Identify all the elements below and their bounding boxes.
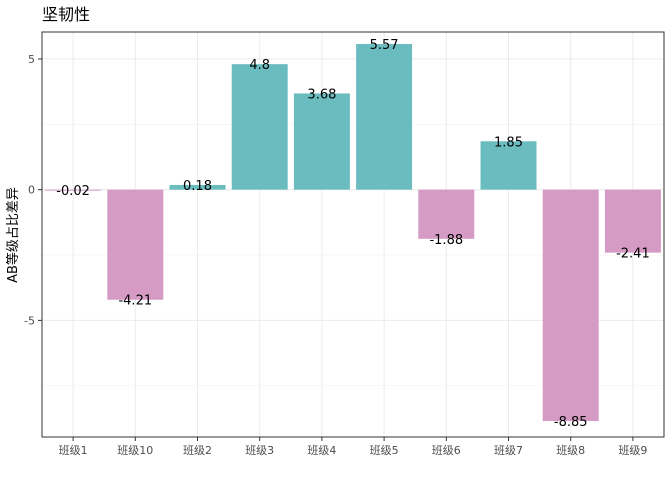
x-tick-label: 班级5 — [370, 444, 399, 457]
data-label: 3.68 — [307, 87, 336, 102]
data-label: 4.8 — [249, 58, 270, 73]
x-tick-label: 班级8 — [556, 444, 585, 457]
data-label: -8.85 — [554, 415, 588, 430]
y-tick-label: 0 — [28, 184, 35, 197]
data-label: -4.21 — [118, 294, 152, 309]
data-labels: -0.02 -4.21 0.18 4.8 3.68 5.57 -1.88 1.85 -8.85 -… — [56, 38, 649, 430]
bar-班级9 — [604, 189, 661, 253]
bar-班级6 — [418, 189, 475, 239]
x-tick-label: 班级10 — [117, 444, 153, 457]
x-tick-label: 班级1 — [59, 444, 88, 457]
data-label: -0.02 — [56, 184, 90, 199]
data-label: 0.18 — [183, 179, 212, 194]
bars — [45, 44, 661, 422]
plot-panel — [41, 31, 665, 438]
data-label: -2.41 — [616, 247, 650, 262]
x-tick-label: 班级6 — [432, 444, 461, 457]
y-tick-label: -5 — [24, 314, 35, 327]
data-label: -1.88 — [429, 233, 463, 248]
data-label: 5.57 — [370, 38, 399, 53]
y-axis: -5 0 5 — [24, 53, 42, 327]
bar-班级5 — [356, 44, 413, 190]
x-axis: 班级1 班级10 班级2 班级3 班级4 班级5 班级6 班级7 班级8 班级9 — [59, 437, 647, 457]
y-axis-title: AB等级占比差异 — [5, 187, 21, 283]
bar-班级3 — [231, 64, 288, 190]
bar-班级4 — [293, 93, 350, 190]
bar-班级7 — [480, 141, 537, 190]
bar-班级2 — [169, 184, 226, 190]
x-tick-label: 班级2 — [183, 444, 212, 457]
x-tick-label: 班级7 — [494, 444, 523, 457]
data-label: 1.85 — [494, 135, 523, 150]
bar-班级1 — [45, 189, 102, 191]
x-tick-label: 班级3 — [245, 444, 274, 457]
y-tick-label: 5 — [28, 53, 35, 66]
bar-班级8 — [542, 189, 599, 422]
x-tick-label: 班级9 — [618, 444, 647, 457]
x-tick-label: 班级4 — [307, 444, 336, 457]
chart-title: 坚韧性 — [42, 5, 90, 24]
bar-班级10 — [107, 189, 164, 300]
